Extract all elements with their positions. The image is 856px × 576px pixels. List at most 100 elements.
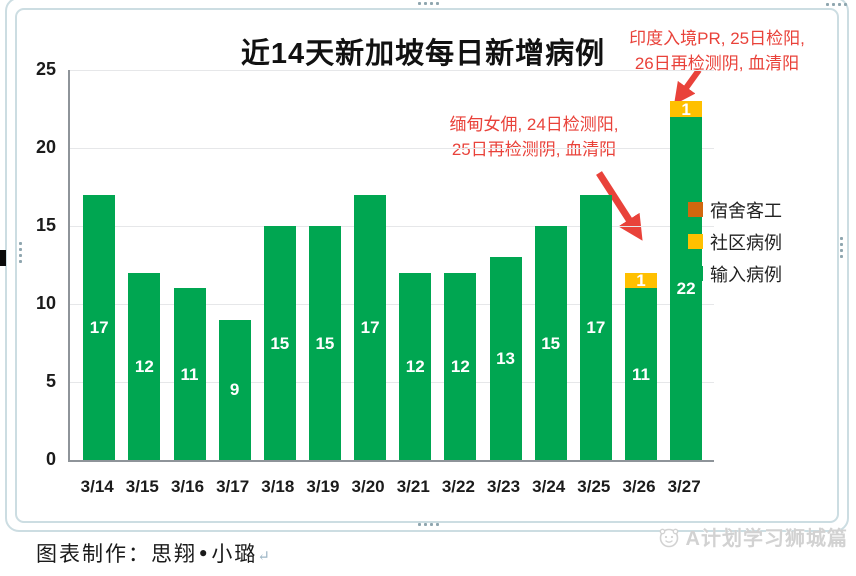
bar-value-label: 17 xyxy=(89,317,109,337)
bar-segment: 12 xyxy=(128,272,161,460)
legend-item: 社区病例 xyxy=(688,231,782,253)
legend-item: 宿舍客工 xyxy=(688,199,782,221)
bar-value-label: 17 xyxy=(360,317,380,337)
bar-segment: 1 xyxy=(670,99,703,119)
drag-handle-bottom[interactable] xyxy=(418,523,439,526)
bar-segment: 15 xyxy=(534,226,567,460)
bar-value-label: 1 xyxy=(681,99,691,119)
bar-value-label: 15 xyxy=(315,333,335,353)
bar: 17 xyxy=(579,194,612,460)
legend-item: 输入病例 xyxy=(688,263,782,285)
bar-value-label: 11 xyxy=(632,364,650,384)
annotation-myanmar: 缅甸女佣, 24日检测阳, 25日再检测阴, 血清阳 xyxy=(420,112,648,162)
bar-value-label: 12 xyxy=(405,356,425,376)
bar-segment: 15 xyxy=(263,226,296,460)
bar-value-label: 15 xyxy=(270,333,290,353)
bar-segment: 1 xyxy=(625,271,657,291)
x-tick-label: 3/21 xyxy=(396,477,430,496)
x-tick-label: 3/22 xyxy=(441,477,475,496)
annotation-india: 印度入境PR, 25日检阳, 26日再检测阴, 血清阳 xyxy=(590,26,844,76)
bar-segment: 11 xyxy=(173,288,206,460)
bar-value-label: 9 xyxy=(229,380,240,400)
legend-label: 社区病例 xyxy=(710,232,782,253)
red-arrow-icon-india xyxy=(673,68,702,105)
bar-segment: 17 xyxy=(83,194,116,460)
bar-value-label: 12 xyxy=(450,356,470,376)
drag-handle-left[interactable] xyxy=(19,242,22,263)
legend-label: 宿舍客工 xyxy=(710,200,782,221)
bar: 17 xyxy=(354,194,387,460)
return-mark-icon: ↵ xyxy=(257,547,270,565)
bar-segment: 12 xyxy=(444,272,477,460)
x-tick-label: 3/27 xyxy=(667,477,701,496)
legend-label: 输入病例 xyxy=(710,264,782,285)
bar: 11 xyxy=(173,288,206,460)
x-tick-label: 3/14 xyxy=(80,477,114,496)
bar: 12 xyxy=(444,272,477,460)
x-tick-label: 3/20 xyxy=(351,477,385,496)
bar-value-label: 22 xyxy=(676,278,696,298)
drag-handle-top-right[interactable] xyxy=(826,3,847,6)
y-tick-label: 0 xyxy=(45,449,56,469)
annotation-myanmar-line2: 25日再检测阴, 血清阳 xyxy=(451,140,617,159)
bar-segment: 12 xyxy=(399,272,432,460)
red-arrow-icon-myanmar xyxy=(596,171,643,241)
bar: 22 1 xyxy=(670,99,703,460)
bar-segment: 22 xyxy=(670,116,703,460)
x-tick-label: 3/18 xyxy=(261,477,295,496)
gridline xyxy=(70,226,714,227)
watermark-label: A计划学习狮城篇 xyxy=(685,528,848,550)
bar: 13 xyxy=(489,257,522,460)
x-tick-label: 3/24 xyxy=(532,477,566,496)
legend-swatch xyxy=(688,202,703,217)
bar-segment: 11 xyxy=(625,288,657,460)
legend-swatch xyxy=(688,266,703,281)
bar-segment: 17 xyxy=(579,194,612,460)
bar-value-label: 1 xyxy=(636,271,646,291)
drag-handle-top[interactable] xyxy=(418,2,439,5)
bar-segment: 13 xyxy=(489,257,522,460)
y-tick-label: 20 xyxy=(35,137,56,157)
plot-area: 17 12 11 9 15 15 17 12 12 13 15 17 11 1 22 1 xyxy=(68,70,714,462)
bar-value-label: 12 xyxy=(134,356,154,376)
x-tick-label: 3/15 xyxy=(125,477,159,496)
bar: 12 xyxy=(399,272,432,460)
legend: 宿舍客工社区病例输入病例 xyxy=(688,199,782,295)
y-tick-label: 10 xyxy=(35,293,56,313)
bar-value-label: 17 xyxy=(586,317,606,337)
credit-text: 图表制作：思翔•小璐↵ xyxy=(36,538,270,568)
gridline xyxy=(70,70,714,71)
annotation-india-line1: 印度入境PR, 25日检阳, xyxy=(629,29,805,48)
legend-swatch xyxy=(688,234,703,249)
bar-segment: 15 xyxy=(308,226,341,460)
bar-value-label: 13 xyxy=(496,349,515,369)
x-tick-label: 3/25 xyxy=(577,477,611,496)
y-tick-label: 25 xyxy=(35,59,56,79)
gridline xyxy=(70,382,714,383)
annotation-myanmar-line1: 缅甸女佣, 24日检测阳, xyxy=(449,115,619,134)
x-tick-label: 3/17 xyxy=(216,477,250,496)
y-tick-label: 15 xyxy=(35,215,56,235)
x-tick-label: 3/26 xyxy=(622,477,656,496)
bar: 17 xyxy=(83,194,116,460)
chart-title: 近14天新加坡每日新增病例 xyxy=(240,38,606,70)
y-tick-label: 5 xyxy=(45,371,56,391)
bar: 15 xyxy=(263,226,296,460)
bar: 12 xyxy=(128,272,161,460)
watermark: A计划学习狮城篇 xyxy=(657,522,848,551)
bar: 9 xyxy=(218,319,251,460)
bar: 15 xyxy=(308,226,341,460)
annotation-india-line2: 26日再检测阴, 血清阳 xyxy=(634,54,800,73)
drag-handle-right[interactable] xyxy=(840,237,843,258)
x-tick-label: 3/23 xyxy=(487,477,521,496)
mascot-icon xyxy=(659,528,678,547)
gridline xyxy=(70,148,714,149)
bar-value-label: 11 xyxy=(180,364,199,384)
bar-value-label: 15 xyxy=(541,333,561,353)
x-tick-label: 3/16 xyxy=(170,477,205,496)
bar: 11 1 xyxy=(625,271,657,460)
bar-segment: 17 xyxy=(354,194,387,460)
gridline xyxy=(70,304,714,305)
object-anchor[interactable] xyxy=(0,250,6,266)
